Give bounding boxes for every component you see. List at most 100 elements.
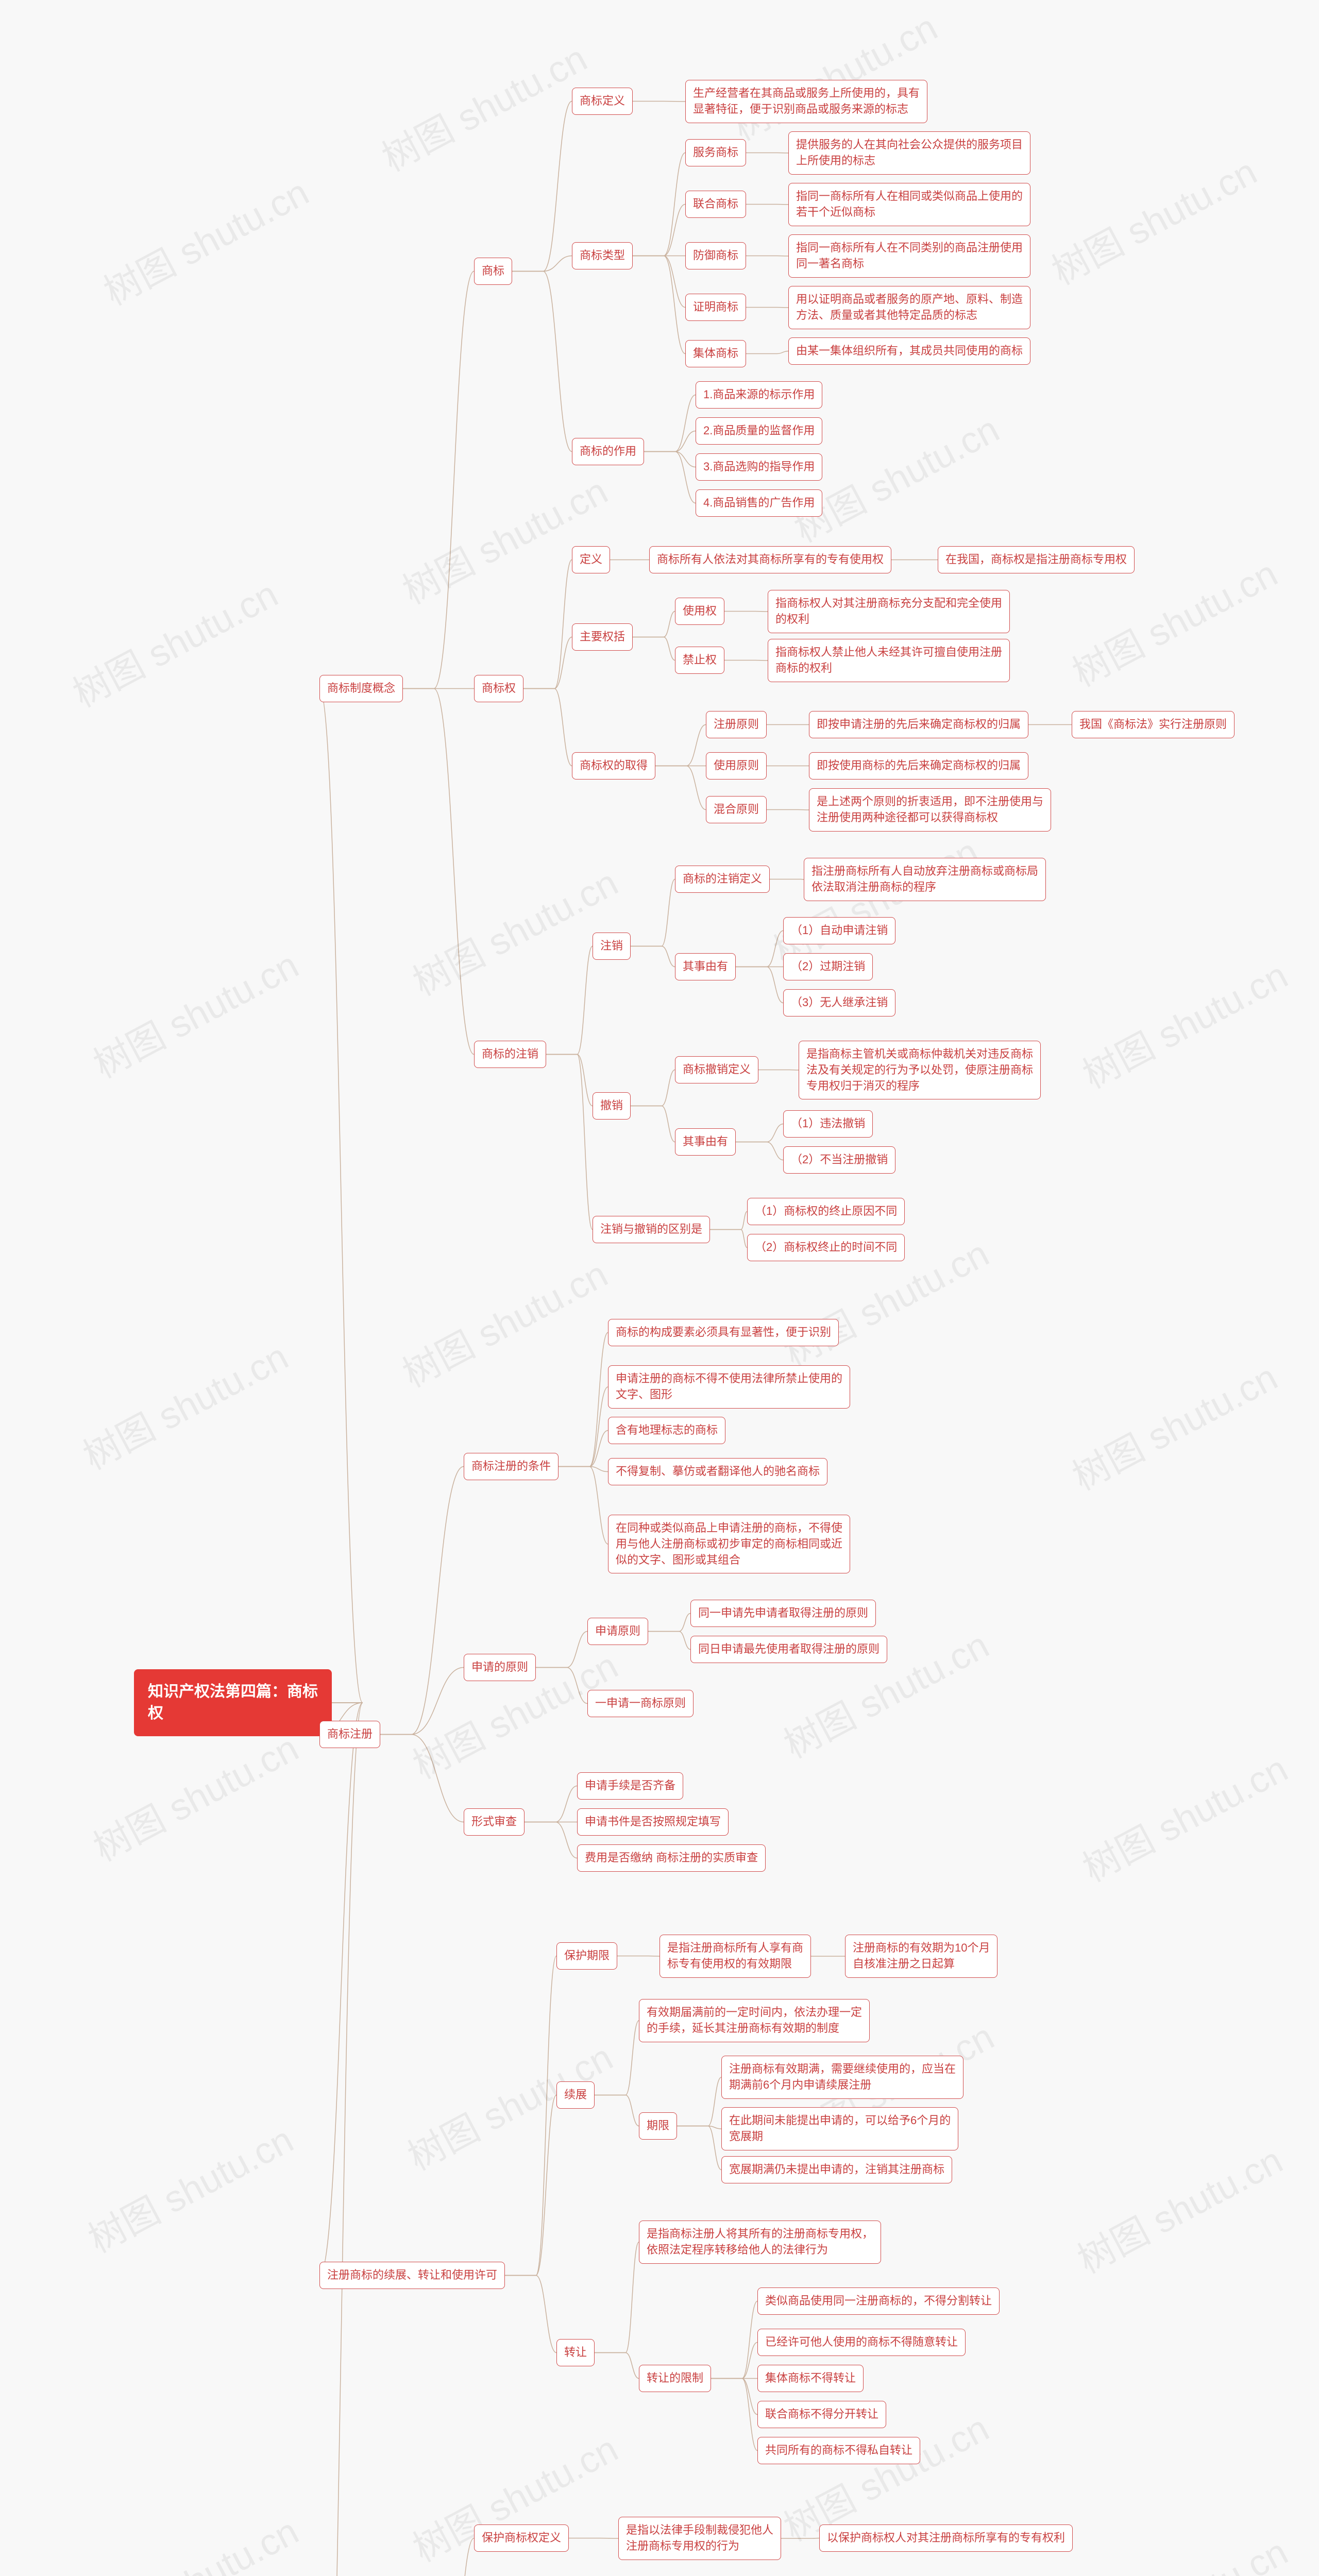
node[interactable]: 指注册商标所有人自动放弃注册商标或商标局 依法取消注册商标的程序 (804, 858, 1046, 901)
node[interactable]: 一申请一商标原则 (587, 1690, 694, 1717)
node[interactable]: 商标撤销定义 (675, 1056, 758, 1083)
node[interactable]: 定义 (572, 546, 610, 573)
edge (631, 1070, 675, 1106)
edge (559, 1333, 608, 1467)
node[interactable]: 在此期间未能提出申请的，可以给予6个月的 宽展期 (721, 2107, 958, 2150)
node[interactable]: （2）商标权终止的时间不同 (747, 1234, 905, 1261)
node[interactable]: 混合原则 (706, 796, 767, 823)
node[interactable]: 商标的注销定义 (675, 866, 770, 893)
node[interactable]: 由某一集体组织所有，其成员共同使用的商标 (788, 337, 1030, 365)
node[interactable]: 共同所有的商标不得私自转让 (757, 2437, 920, 2464)
node[interactable]: 注册商标的有效期为10个月 自核准注册之日起算 (845, 1935, 997, 1978)
node[interactable]: 2.商品质量的监督作用 (696, 417, 822, 445)
watermark: 树图 shutu.cn (1067, 2130, 1290, 2283)
node[interactable]: （3）无人继承注销 (783, 989, 895, 1016)
node[interactable]: 防御商标 (685, 242, 746, 269)
node[interactable]: 是上述两个原则的折衷适用，即不注册使用与 注册使用两种途径都可以获得商标权 (809, 788, 1051, 832)
node[interactable]: 宽展期满仍未提出申请的，注销其注册商标 (721, 2156, 952, 2183)
node[interactable]: 集体商标不得转让 (757, 2365, 864, 2392)
edge (523, 637, 572, 689)
node[interactable]: 使用权 (675, 598, 724, 625)
node[interactable]: 商标类型 (572, 242, 633, 269)
node[interactable]: 注销与撤销的区别是 (593, 1216, 710, 1243)
node[interactable]: 注册原则 (706, 711, 767, 738)
node[interactable]: 使用原则 (706, 752, 767, 779)
node[interactable]: 有效期届满前的一定时间内，依法办理一定 的手续，延长其注册商标有效期的制度 (639, 1999, 870, 2042)
node[interactable]: 联合商标不得分开转让 (757, 2401, 886, 2428)
node[interactable]: 3.商品选购的指导作用 (696, 453, 822, 481)
node[interactable]: 生产经营者在其商品或服务上所使用的，具有 显著特征，便于识别商品或服务来源的标志 (685, 80, 927, 123)
node[interactable]: 申请注册的商标不得不使用法律所禁止使用的 文字、图形 (608, 1365, 850, 1409)
node[interactable]: 提供服务的人在其向社会公众提供的服务项目 上所使用的标志 (788, 131, 1030, 175)
node[interactable]: 其事由有 (675, 1128, 736, 1156)
node[interactable]: 含有地理标志的商标 (608, 1417, 725, 1444)
node[interactable]: 商标 (474, 258, 512, 285)
node[interactable]: 同日申请最先使用者取得注册的原则 (690, 1636, 887, 1663)
node[interactable]: 商标的构成要素必须具有显著性，便于识别 (608, 1319, 839, 1346)
node[interactable]: 即按使用商标的先后来确定商标权的归属 (809, 752, 1028, 779)
node[interactable]: 是指商标注册人将其所有的注册商标专用权， 依照法定程序转移给他人的法律行为 (639, 2221, 881, 2264)
node[interactable]: 商标注册 (319, 1721, 380, 1748)
node[interactable]: 续展 (556, 2081, 595, 2109)
node[interactable]: 申请手续是否齐备 (577, 1772, 683, 1800)
node[interactable]: 服务商标 (685, 139, 746, 166)
node[interactable]: 商标权的取得 (572, 752, 655, 779)
node[interactable]: 商标定义 (572, 88, 633, 115)
node[interactable]: 商标的作用 (572, 438, 644, 465)
node[interactable]: 指同一商标所有人在相同或类似商品上使用的 若干个近似商标 (788, 183, 1030, 226)
node[interactable]: 形式审查 (464, 1808, 525, 1836)
node[interactable]: （1）自动申请注销 (783, 917, 895, 944)
node[interactable]: 禁止权 (675, 647, 724, 674)
node[interactable]: 是指以法律手段制裁侵犯他人 注册商标专用权的行为 (618, 2517, 781, 2560)
node[interactable]: 转让 (556, 2339, 595, 2366)
node[interactable]: 费用是否缴纳 商标注册的实质审查 (577, 1844, 766, 1872)
node[interactable]: 指同一商标所有人在不同类别的商品注册使用 同一著名商标 (788, 234, 1030, 278)
node[interactable]: 类似商品使用同一注册商标的，不得分割转让 (757, 2287, 1000, 2315)
edge (546, 1055, 593, 1230)
node[interactable]: 保护商标权定义 (474, 2524, 569, 2552)
node[interactable]: 4.商品销售的广告作用 (696, 489, 822, 517)
node[interactable]: 同一申请先申请者取得注册的原则 (690, 1600, 876, 1627)
node[interactable]: （1）违法撤销 (783, 1110, 873, 1138)
node[interactable]: 联合商标 (685, 191, 746, 218)
node[interactable]: 我国《商标法》实行注册原则 (1072, 711, 1235, 738)
node[interactable]: （1）商标权的终止原因不同 (747, 1198, 905, 1225)
node[interactable]: 即按申请注册的先后来确定商标权的归属 (809, 711, 1028, 738)
node[interactable]: 申请原则 (587, 1618, 648, 1645)
node[interactable]: 在我国，商标权是指注册商标专用权 (938, 546, 1135, 573)
node[interactable]: 商标所有人依法对其商标所享有的专有使用权 (649, 546, 891, 573)
edge (736, 931, 783, 967)
node[interactable]: 已经许可他人使用的商标不得随意转让 (757, 2329, 966, 2356)
node[interactable]: 证明商标 (685, 294, 746, 321)
node[interactable]: 主要权括 (572, 623, 633, 651)
node[interactable]: 指商标权人对其注册商标充分支配和完全使用 的权利 (768, 590, 1010, 633)
root-node[interactable]: 知识产权法第四篇：商标 权 (134, 1669, 332, 1736)
node[interactable]: 指商标权人禁止他人未经其许可擅自使用注册 商标的权利 (768, 639, 1010, 682)
node[interactable]: 是指商标主管机关或商标仲裁机关对违反商标 法及有关规定的行为予以处罚，使原注册商… (799, 1041, 1041, 1099)
node[interactable]: 商标注册的条件 (464, 1453, 559, 1480)
node[interactable]: 保护期限 (556, 1942, 617, 1970)
node[interactable]: 是指注册商标所有人享有商 标专有使用权的有效期限 (660, 1935, 811, 1978)
node[interactable]: （2）不当注册撤销 (783, 1146, 895, 1174)
node[interactable]: 以保护商标权人对其注册商标所享有的专有权利 (819, 2524, 1073, 2552)
node[interactable]: 用以证明商品或者服务的原产地、原料、制造 方法、质量或者其他特定品质的标志 (788, 286, 1030, 329)
node[interactable]: 期限 (639, 2112, 677, 2140)
node[interactable]: 集体商标 (685, 340, 746, 367)
node[interactable]: （2）过期注销 (783, 953, 873, 980)
node[interactable]: 转让的限制 (639, 2365, 711, 2392)
node[interactable]: 商标权 (474, 675, 523, 702)
node[interactable]: 在同种或类似商品上申请注册的商标，不得使 用与他人注册商标或初步审定的商标相同或… (608, 1515, 850, 1573)
node[interactable]: 1.商品来源的标示作用 (696, 381, 822, 409)
node[interactable]: 注册商标的续展、转让和使用许可 (319, 2262, 505, 2289)
node[interactable]: 申请的原则 (464, 1654, 536, 1681)
node[interactable]: 申请书件是否按照规定填写 (577, 1808, 729, 1836)
node[interactable]: 其事由有 (675, 953, 736, 980)
node[interactable]: 注册商标有效期满，需要继续使用的，应当在 期满前6个月内申请续展注册 (721, 2056, 963, 2099)
node[interactable]: 商标的注销 (474, 1041, 546, 1068)
edge (770, 879, 804, 880)
node[interactable]: 商标制度概念 (319, 675, 403, 702)
edge (319, 1703, 363, 2276)
node[interactable]: 撤销 (593, 1092, 631, 1120)
node[interactable]: 不得复制、摹仿或者翻译他人的驰名商标 (608, 1458, 827, 1485)
node[interactable]: 注销 (593, 933, 631, 960)
